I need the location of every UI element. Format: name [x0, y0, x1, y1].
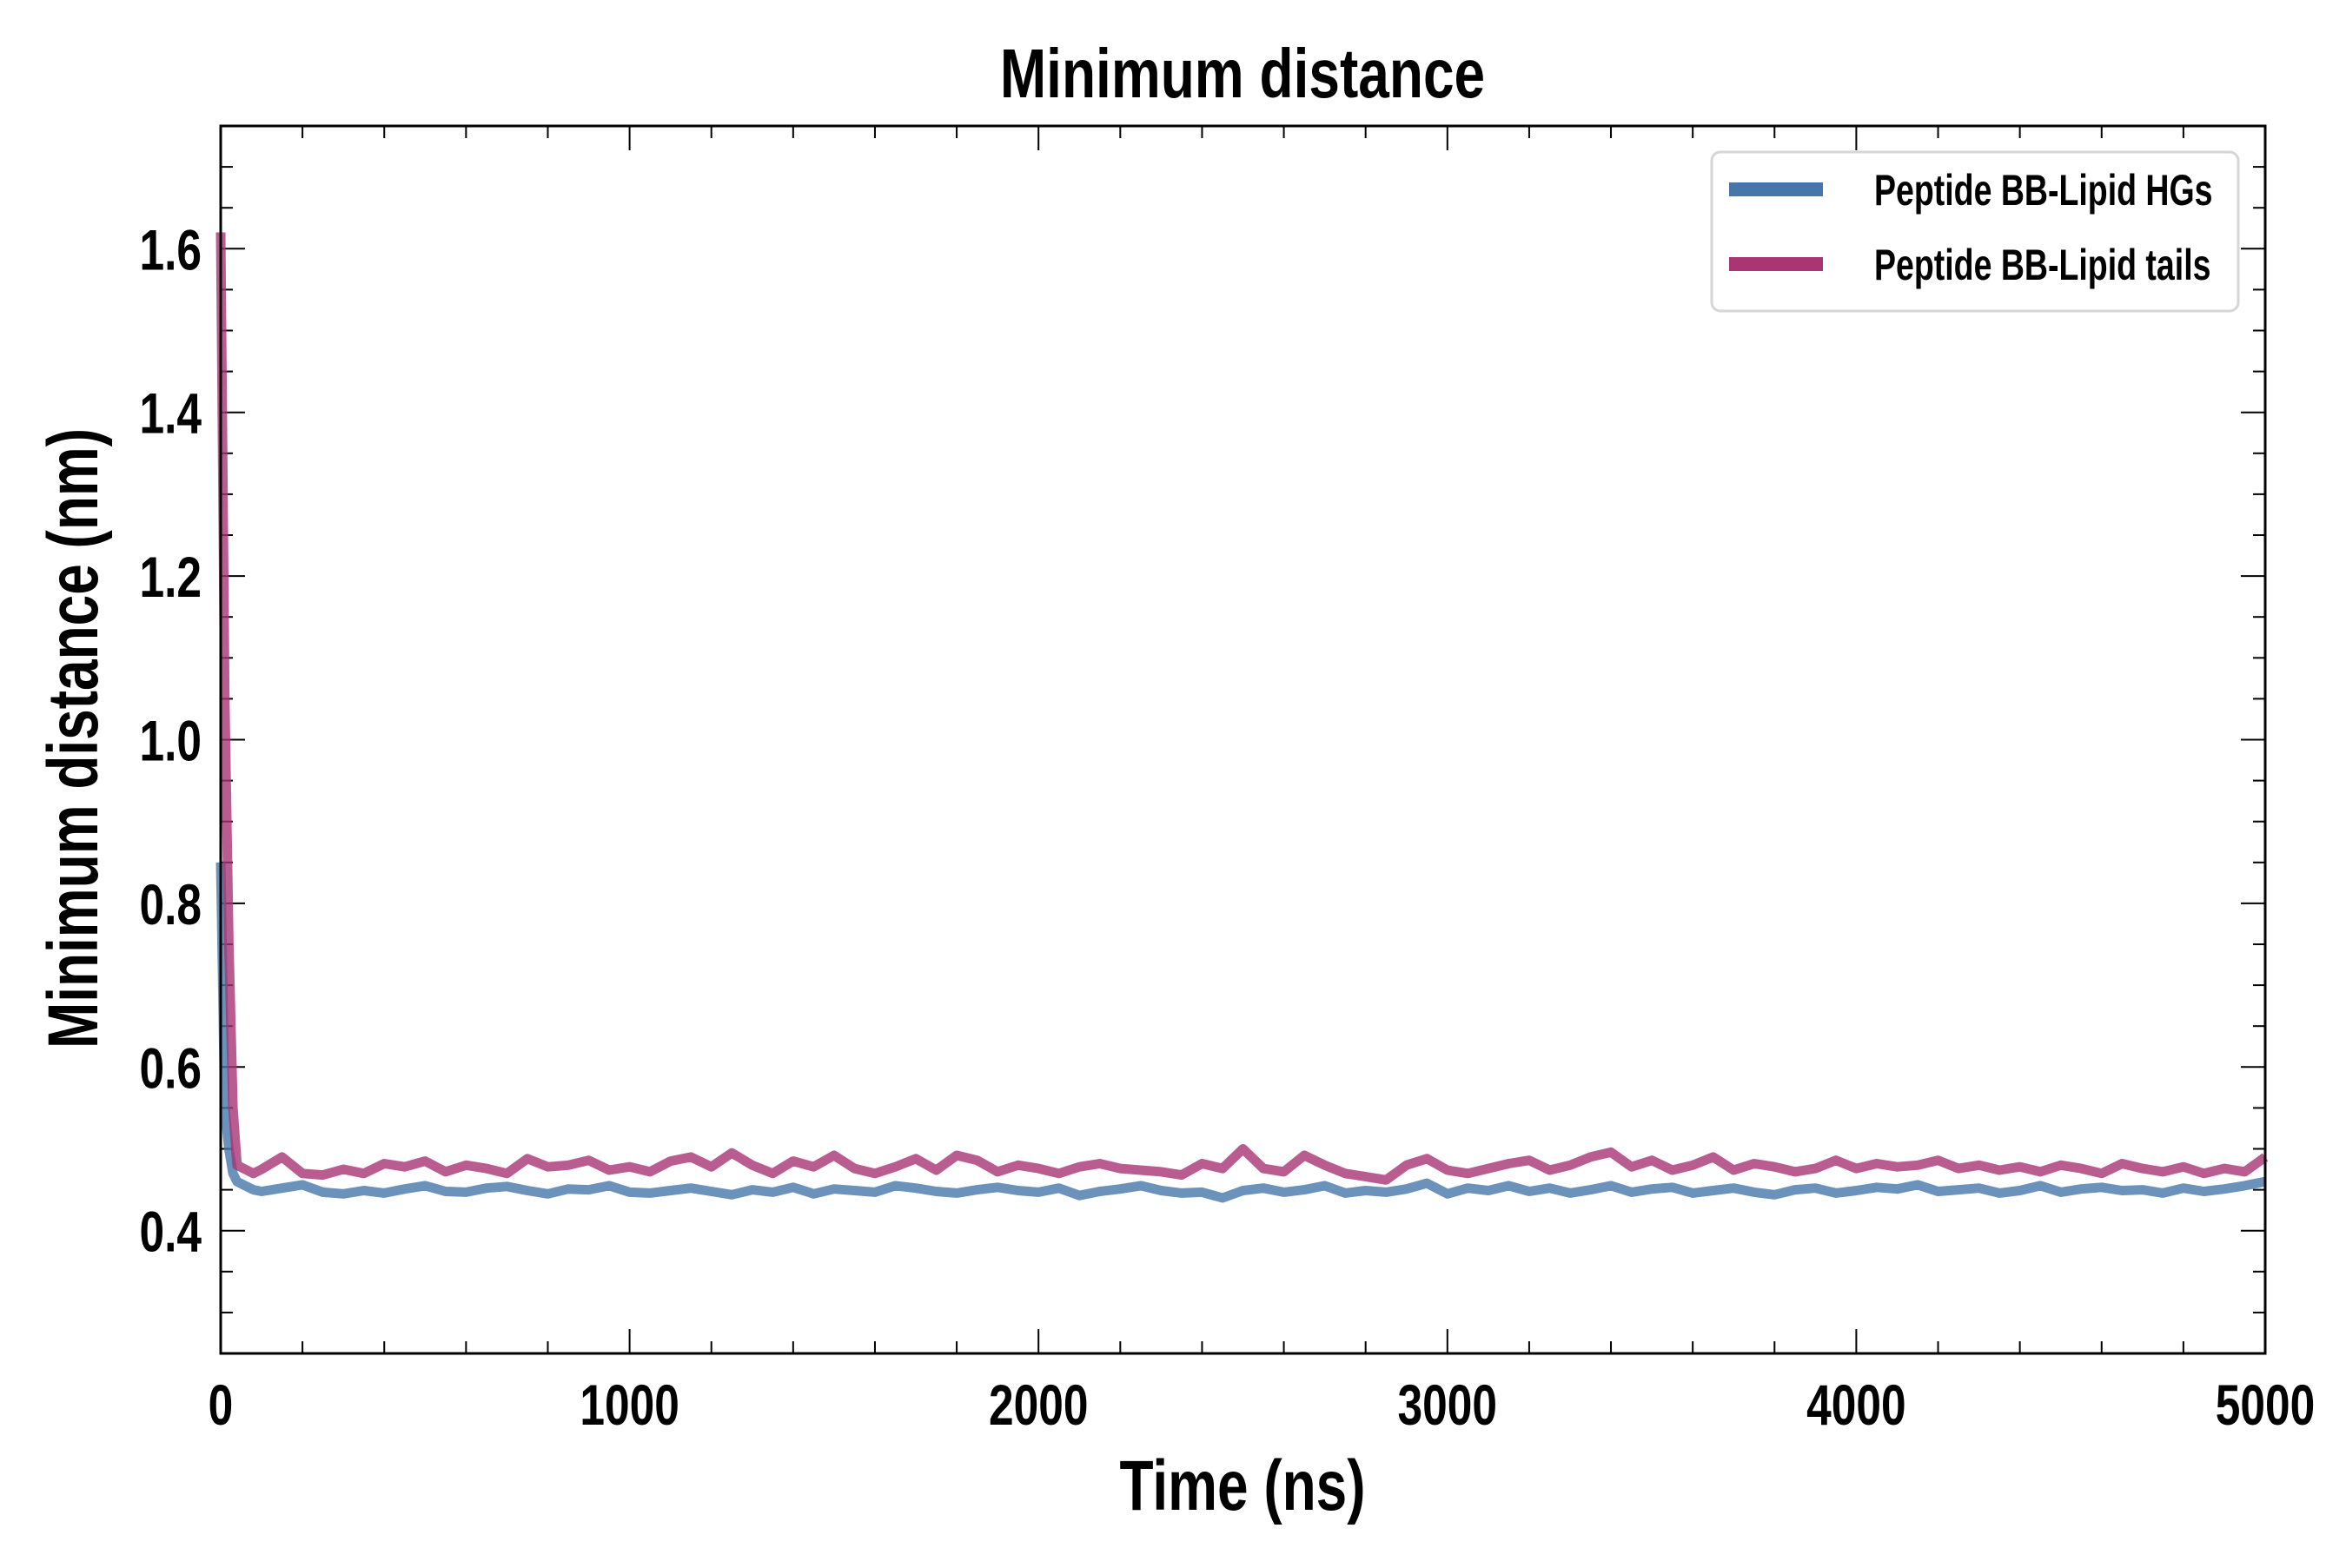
series-lines — [215, 232, 2269, 1203]
x-tick-label: 4000 — [1806, 1373, 1905, 1438]
y-axis-label: Minimum distance (nm) — [32, 428, 113, 1049]
series-line-tails — [215, 232, 2269, 1185]
x-tick-label: 0 — [209, 1373, 234, 1438]
legend-box — [1710, 150, 2240, 313]
y-tick-label: 1.2 — [139, 545, 202, 610]
legend: Peptide BB-Lipid HGs Peptide BB-Lipid ta… — [1710, 150, 2240, 313]
plot-frame — [219, 124, 2267, 1355]
legend-label-hgs: Peptide BB-Lipid HGs — [1874, 167, 2213, 215]
x-tick-label: 3000 — [1398, 1373, 1497, 1438]
y-tick-label: 1.6 — [139, 217, 202, 282]
legend-label-tails: Peptide BB-Lipid tails — [1874, 241, 2210, 289]
y-tick-label: 0.4 — [139, 1199, 202, 1264]
y-tick-label: 0.6 — [139, 1035, 202, 1101]
y-tick-label: 1.0 — [139, 708, 202, 773]
x-axis-label: Time (ns) — [1119, 1445, 1365, 1525]
x-tick-label: 2000 — [989, 1373, 1088, 1438]
y-tick-label: 0.8 — [139, 872, 202, 937]
series-line-hgs — [215, 862, 2267, 1203]
x-tick-label: 1000 — [580, 1373, 679, 1438]
chart-title: Minimum distance — [1000, 35, 1485, 112]
x-tick-labels: 0 1000 2000 3000 4000 5000 — [209, 1373, 2316, 1438]
y-tick-labels: 0.4 0.6 0.8 1.0 1.2 1.4 1.6 — [139, 217, 202, 1264]
x-tick-label: 5000 — [2216, 1373, 2315, 1438]
y-tick-label: 1.4 — [139, 380, 202, 446]
